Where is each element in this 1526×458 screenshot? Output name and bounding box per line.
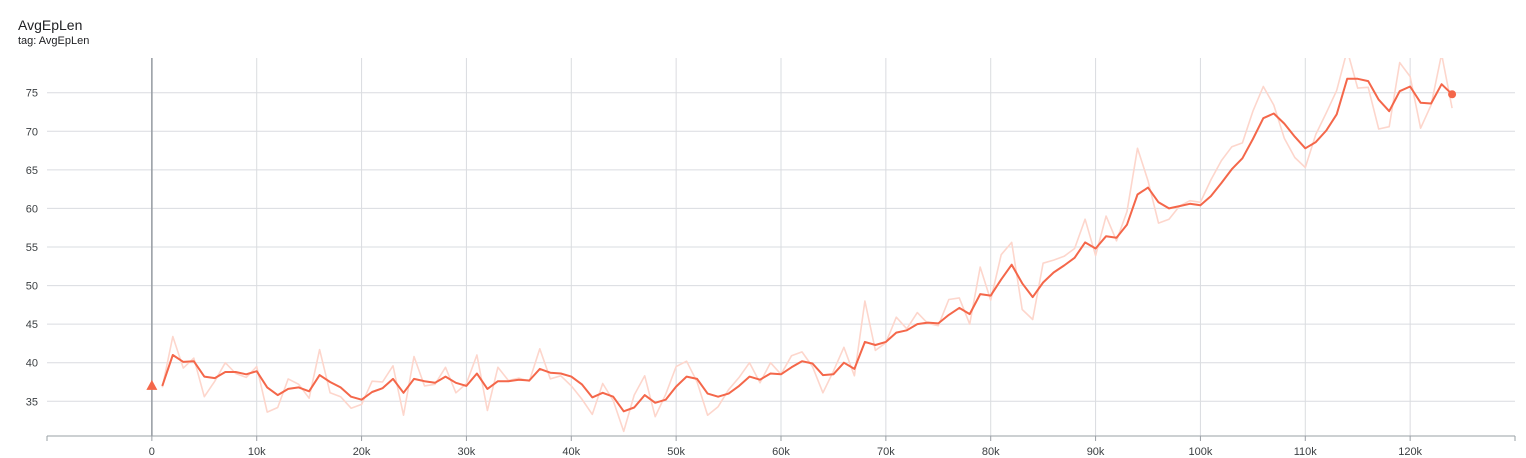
marker-layer [146, 90, 1457, 390]
x-tick-label: 30k [458, 446, 476, 458]
y-tick-label: 75 [26, 88, 38, 100]
smoothed-series-line [161, 77, 1453, 413]
x-tick-label: 80k [982, 446, 1000, 458]
x-tick-label: 50k [667, 446, 685, 458]
x-tick-label: 60k [772, 446, 790, 458]
raw-series-line [161, 58, 1453, 433]
chart-subtitle: tag: AvgEpLen [18, 35, 90, 47]
y-tick-label: 45 [26, 319, 38, 331]
smoothed-series-layer [161, 77, 1453, 413]
y-tick-label: 60 [26, 203, 38, 215]
tick-labels: 35 40 45 50 55 60 65 70 75 0 10k 20k 30k 40k 50k 60k 70k… [26, 88, 1423, 458]
x-tick-label: 20k [353, 446, 371, 458]
y-tick-label: 70 [26, 126, 38, 138]
x-tick-label: 70k [877, 446, 895, 458]
chart-title: AvgEpLen [18, 17, 83, 33]
x-tick-label: 0 [149, 446, 155, 458]
raw-series-layer [161, 58, 1453, 433]
series-end-marker [1448, 90, 1457, 99]
x-tick-label: 120k [1398, 446, 1422, 458]
x-tick-label: 90k [1087, 446, 1105, 458]
x-tick-label: 40k [562, 446, 580, 458]
x-tick-label: 110k [1294, 446, 1318, 458]
series-start-marker [146, 379, 158, 390]
y-tick-label: 65 [26, 165, 38, 177]
grid-lines [47, 58, 1515, 436]
axes [46, 435, 1516, 441]
y-tick-label: 55 [26, 242, 38, 254]
x-tick-label: 100k [1188, 446, 1212, 458]
x-tick-label: 10k [248, 446, 266, 458]
y-tick-label: 40 [26, 358, 38, 370]
y-tick-label: 50 [26, 281, 38, 293]
y-tick-label: 35 [26, 396, 38, 408]
